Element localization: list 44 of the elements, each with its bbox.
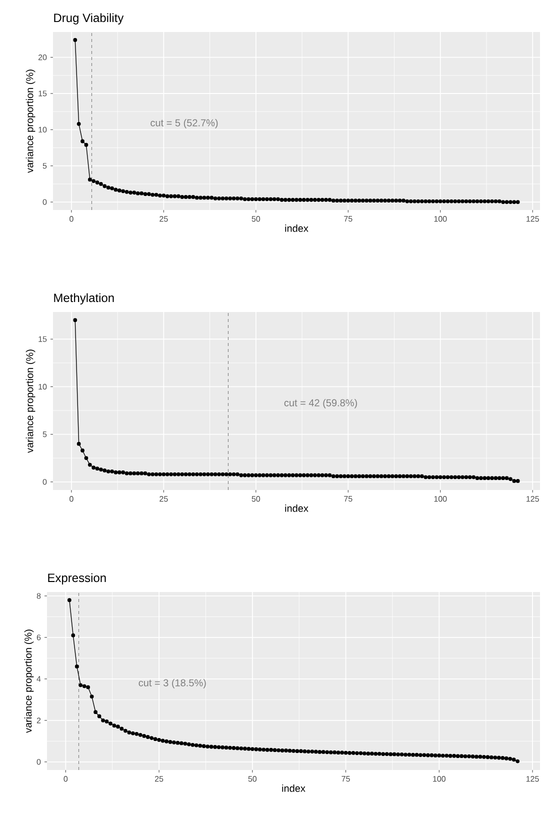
y-axis-title: variance proportion (%) <box>26 70 36 173</box>
y-tick-label: 6 <box>36 634 41 640</box>
x-tick-label: 0 <box>70 216 74 222</box>
y-tick-label: 10 <box>38 384 47 390</box>
y-tick-label: 10 <box>38 126 47 133</box>
x-tick-label: 0 <box>64 776 68 782</box>
ref-line-label: cut = 5 (52.7%) <box>150 119 218 128</box>
x-tick-label: 25 <box>160 496 168 502</box>
x-tick-label: 50 <box>252 216 260 222</box>
x-tick-label: 50 <box>252 496 260 502</box>
y-axis-title: variance proportion (%) <box>24 630 34 733</box>
x-tick-label: 50 <box>248 776 257 782</box>
y-tick-label: 5 <box>42 163 47 169</box>
y-tick-label: 5 <box>42 432 47 438</box>
x-tick-label: 25 <box>160 216 168 222</box>
x-tick-label: 75 <box>344 496 352 502</box>
y-tick-label: 20 <box>38 54 47 60</box>
x-axis-title: index <box>282 784 306 792</box>
y-tick-label: 0 <box>42 479 47 485</box>
chart-title: Drug Viability <box>54 13 124 24</box>
ref-line-label: cut = 3 (18.5%) <box>138 679 206 688</box>
x-tick-label: 25 <box>155 776 164 782</box>
x-tick-label: 75 <box>342 776 350 782</box>
y-tick-label: 15 <box>38 336 47 342</box>
x-tick-label: 125 <box>526 776 539 782</box>
y-tick-label: 8 <box>36 593 41 599</box>
x-axis-title: index <box>285 504 308 512</box>
y-axis-title: variance proportion (%) <box>26 350 36 453</box>
chart-title: Expression <box>48 573 106 584</box>
x-tick-label: 125 <box>526 216 539 222</box>
y-tick-label: 15 <box>38 90 47 96</box>
x-tick-label: 125 <box>526 496 539 502</box>
y-tick-label: 4 <box>36 676 41 682</box>
chart-title: Methylation <box>54 293 114 304</box>
y-tick-label: 2 <box>36 718 41 724</box>
x-tick-label: 75 <box>344 216 352 222</box>
ref-line-label: cut = 42 (59.8%) <box>284 399 357 408</box>
y-tick-label: 0 <box>36 759 41 765</box>
x-tick-label: 0 <box>70 496 74 502</box>
y-tick-label: 0 <box>42 199 47 205</box>
x-tick-label: 100 <box>434 496 447 502</box>
x-tick-label: 100 <box>434 216 447 222</box>
x-tick-label: 100 <box>433 776 446 782</box>
x-axis-title: index <box>285 224 308 232</box>
